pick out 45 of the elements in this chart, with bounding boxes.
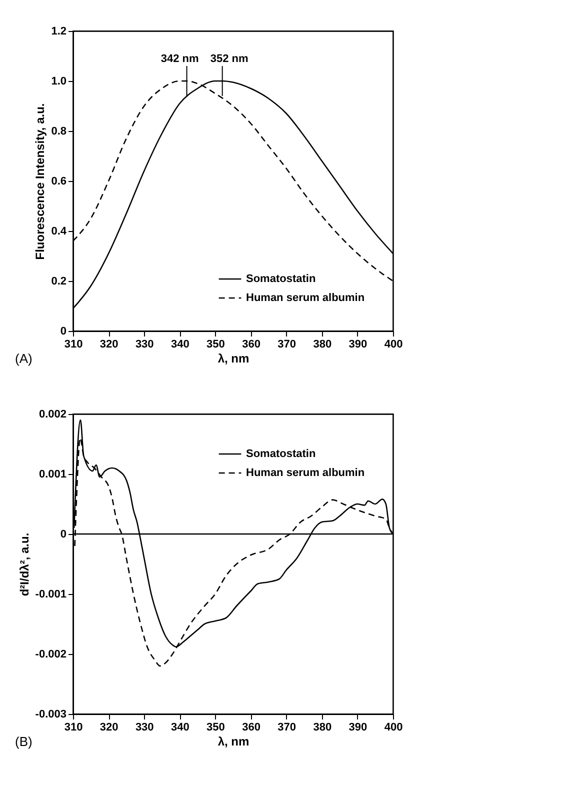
- x-tick-label: 400: [384, 722, 403, 734]
- x-axis-title: λ, nm: [218, 352, 250, 366]
- x-tick-label: 350: [206, 722, 225, 734]
- y-tick-label: 0.2: [51, 276, 66, 288]
- y-tick-label: -0.001: [35, 588, 66, 600]
- y-tick-label: -0.003: [35, 708, 66, 720]
- x-tick-label: 340: [170, 338, 190, 350]
- x-tick-label: 340: [170, 722, 190, 734]
- y-tick-label: 0.6: [51, 176, 66, 188]
- x-tick-label: 380: [313, 722, 332, 734]
- x-tick-label: 370: [278, 338, 296, 350]
- y-axis-title: Fluorescence Intensity, a.u.: [33, 103, 48, 260]
- x-tick-label: 350: [206, 338, 225, 350]
- x-axis-title: λ, nm: [218, 734, 250, 748]
- y-tick-label: 0.002: [38, 408, 66, 420]
- x-tick-label: 320: [100, 722, 118, 734]
- y-tick-label: 0.8: [51, 126, 66, 138]
- text: (A): [15, 351, 32, 366]
- legend-label: Somatostatin: [246, 273, 316, 285]
- y-tick-label: -0.002: [35, 648, 66, 660]
- y-tick-label: 0.001: [38, 468, 66, 480]
- x-tick-label: 310: [64, 338, 83, 350]
- y-tick-label: 0.4: [51, 226, 68, 238]
- y-tick-label: 1.2: [51, 26, 66, 38]
- x-tick-label: 390: [348, 722, 368, 734]
- annotation: 342 nm: [160, 53, 199, 65]
- y-tick-label: 0: [60, 528, 66, 540]
- x-tick-label: 310: [64, 722, 83, 734]
- x-tick-label: 380: [313, 338, 332, 350]
- y-tick-label: 0: [60, 326, 66, 338]
- x-tick-label: 360: [242, 338, 260, 350]
- x-tick-label: 390: [348, 338, 368, 350]
- annotation: 352 nm: [210, 53, 248, 65]
- text: (B): [15, 734, 32, 749]
- x-tick-label: 360: [242, 722, 260, 734]
- legend-label: Human serum albumin: [246, 292, 365, 304]
- y-tick-label: 1.0: [51, 76, 66, 88]
- x-tick-label: 400: [384, 338, 403, 350]
- legend-label: Human serum albumin: [246, 467, 365, 479]
- x-tick-label: 320: [100, 338, 118, 350]
- y-axis-title: d²I/dλ², a.u.: [17, 532, 32, 596]
- x-tick-label: 330: [135, 722, 154, 734]
- x-tick-label: 330: [135, 338, 154, 350]
- legend-label: Somatostatin: [246, 448, 316, 460]
- x-tick-label: 370: [278, 722, 296, 734]
